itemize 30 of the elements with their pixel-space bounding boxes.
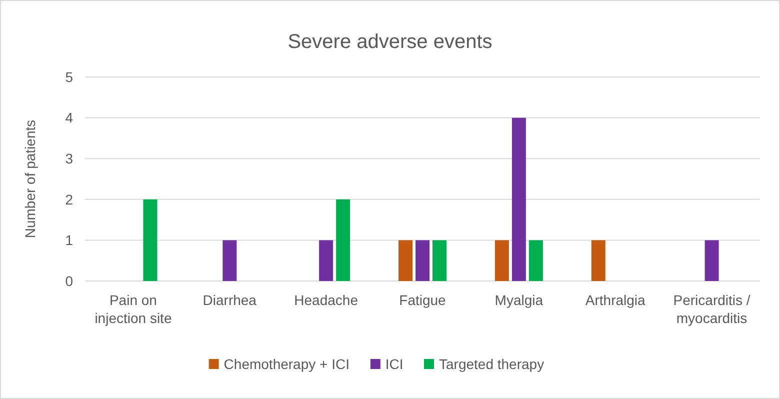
- chart-title: Severe adverse events: [288, 31, 492, 53]
- x-tick-label: Diarrhea: [202, 292, 257, 308]
- bar: [319, 240, 334, 281]
- bar: [222, 240, 237, 281]
- x-tick-label: Myalgia: [494, 292, 544, 308]
- x-tick-label: Pericarditis / myocarditis: [673, 292, 750, 326]
- y-tick-label: 2: [65, 191, 74, 208]
- y-tick-label: 0: [65, 272, 74, 289]
- bar: [591, 240, 606, 281]
- legend-label: Chemotherapy + ICI: [224, 356, 350, 372]
- y-tick-label: 3: [65, 150, 74, 166]
- legend-label: ICI: [385, 356, 404, 372]
- y-tick-label: 5: [65, 68, 74, 85]
- x-tick-label: Pain on injection site: [94, 292, 172, 326]
- bar: [528, 240, 543, 281]
- bar: [143, 199, 158, 281]
- legend-label: Targeted therapy: [439, 356, 544, 372]
- y-axis-title: Number of patients: [22, 120, 38, 238]
- x-tick-label: Arthralgia: [585, 292, 646, 308]
- bar: [494, 240, 509, 281]
- y-tick-label: 1: [65, 232, 74, 248]
- x-tick-label: Headache: [294, 292, 358, 308]
- bar: [416, 240, 430, 281]
- bar: [512, 118, 526, 281]
- bar: [432, 240, 446, 281]
- y-tick-label: 4: [65, 110, 74, 126]
- bar: [704, 240, 719, 281]
- bar: [336, 199, 350, 281]
- x-tick-label: Fatigue: [399, 292, 446, 308]
- bar: [398, 240, 412, 281]
